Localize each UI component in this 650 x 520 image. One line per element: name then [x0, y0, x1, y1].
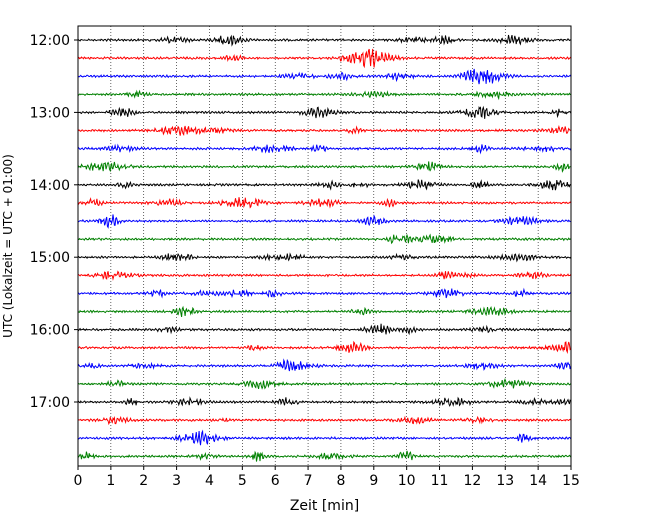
trace-1200	[77, 34, 572, 47]
y-axis-label: UTC (Lokalzeit = UTC + 01:00)	[1, 154, 15, 338]
trace-1530	[77, 287, 572, 299]
trace-1445	[77, 233, 572, 245]
trace-1545	[77, 305, 571, 318]
x-tick-label: 14	[529, 473, 547, 489]
x-tick-label: 10	[398, 473, 416, 489]
x-tick-label: 2	[139, 473, 148, 489]
x-tick-label: 11	[431, 473, 449, 489]
x-tick-label: 3	[172, 473, 181, 489]
trace-1430	[77, 214, 571, 229]
x-tick-label: 13	[496, 473, 514, 489]
trace-1500	[77, 252, 572, 263]
trace-1400	[77, 179, 571, 191]
trace-1245	[77, 89, 571, 101]
trace-1345	[77, 161, 571, 173]
trace-1230	[77, 68, 572, 85]
trace-1615	[77, 340, 572, 354]
trace-1315	[77, 125, 571, 137]
trace-1415	[77, 197, 572, 209]
trace-1730	[77, 429, 572, 446]
grid-lines	[110, 26, 539, 466]
x-tick-label: 9	[369, 473, 378, 489]
x-axis-ticks: 0 1 2 3 4 5 6 7 8 9 10 11 12 13 14 15	[74, 466, 580, 489]
y-axis-ticks: 12:00 13:00 14:00 15:00 16:00 17:00	[30, 33, 78, 411]
x-tick-label: 4	[205, 473, 214, 489]
x-tick-label: 6	[271, 473, 280, 489]
x-tick-label: 5	[238, 473, 247, 489]
x-tick-label: 8	[336, 473, 345, 489]
y-tick-label: 17:00	[30, 395, 70, 411]
seismic-traces	[77, 34, 572, 462]
y-tick-label: 12:00	[30, 33, 70, 49]
plot-frame	[77, 25, 572, 467]
trace-1700	[77, 396, 572, 407]
trace-1645	[77, 378, 572, 390]
x-tick-label: 12	[463, 473, 481, 489]
trace-1215	[77, 48, 572, 69]
trace-1600	[77, 323, 571, 336]
x-tick-label: 1	[106, 473, 115, 489]
y-tick-label: 13:00	[30, 105, 70, 121]
x-tick-label: 15	[562, 473, 580, 489]
y-tick-label: 16:00	[30, 323, 70, 339]
trace-1300	[77, 105, 572, 119]
trace-1745	[77, 450, 572, 462]
x-tick-label: 7	[304, 473, 313, 489]
trace-1630	[77, 358, 572, 372]
y-tick-label: 14:00	[30, 178, 70, 194]
trace-1330	[77, 143, 572, 155]
y-tick-label: 15:00	[30, 250, 70, 266]
trace-1515	[77, 270, 572, 281]
x-tick-label: 0	[74, 473, 83, 489]
trace-1715	[77, 415, 572, 426]
x-axis-label: Zeit [min]	[290, 498, 359, 514]
